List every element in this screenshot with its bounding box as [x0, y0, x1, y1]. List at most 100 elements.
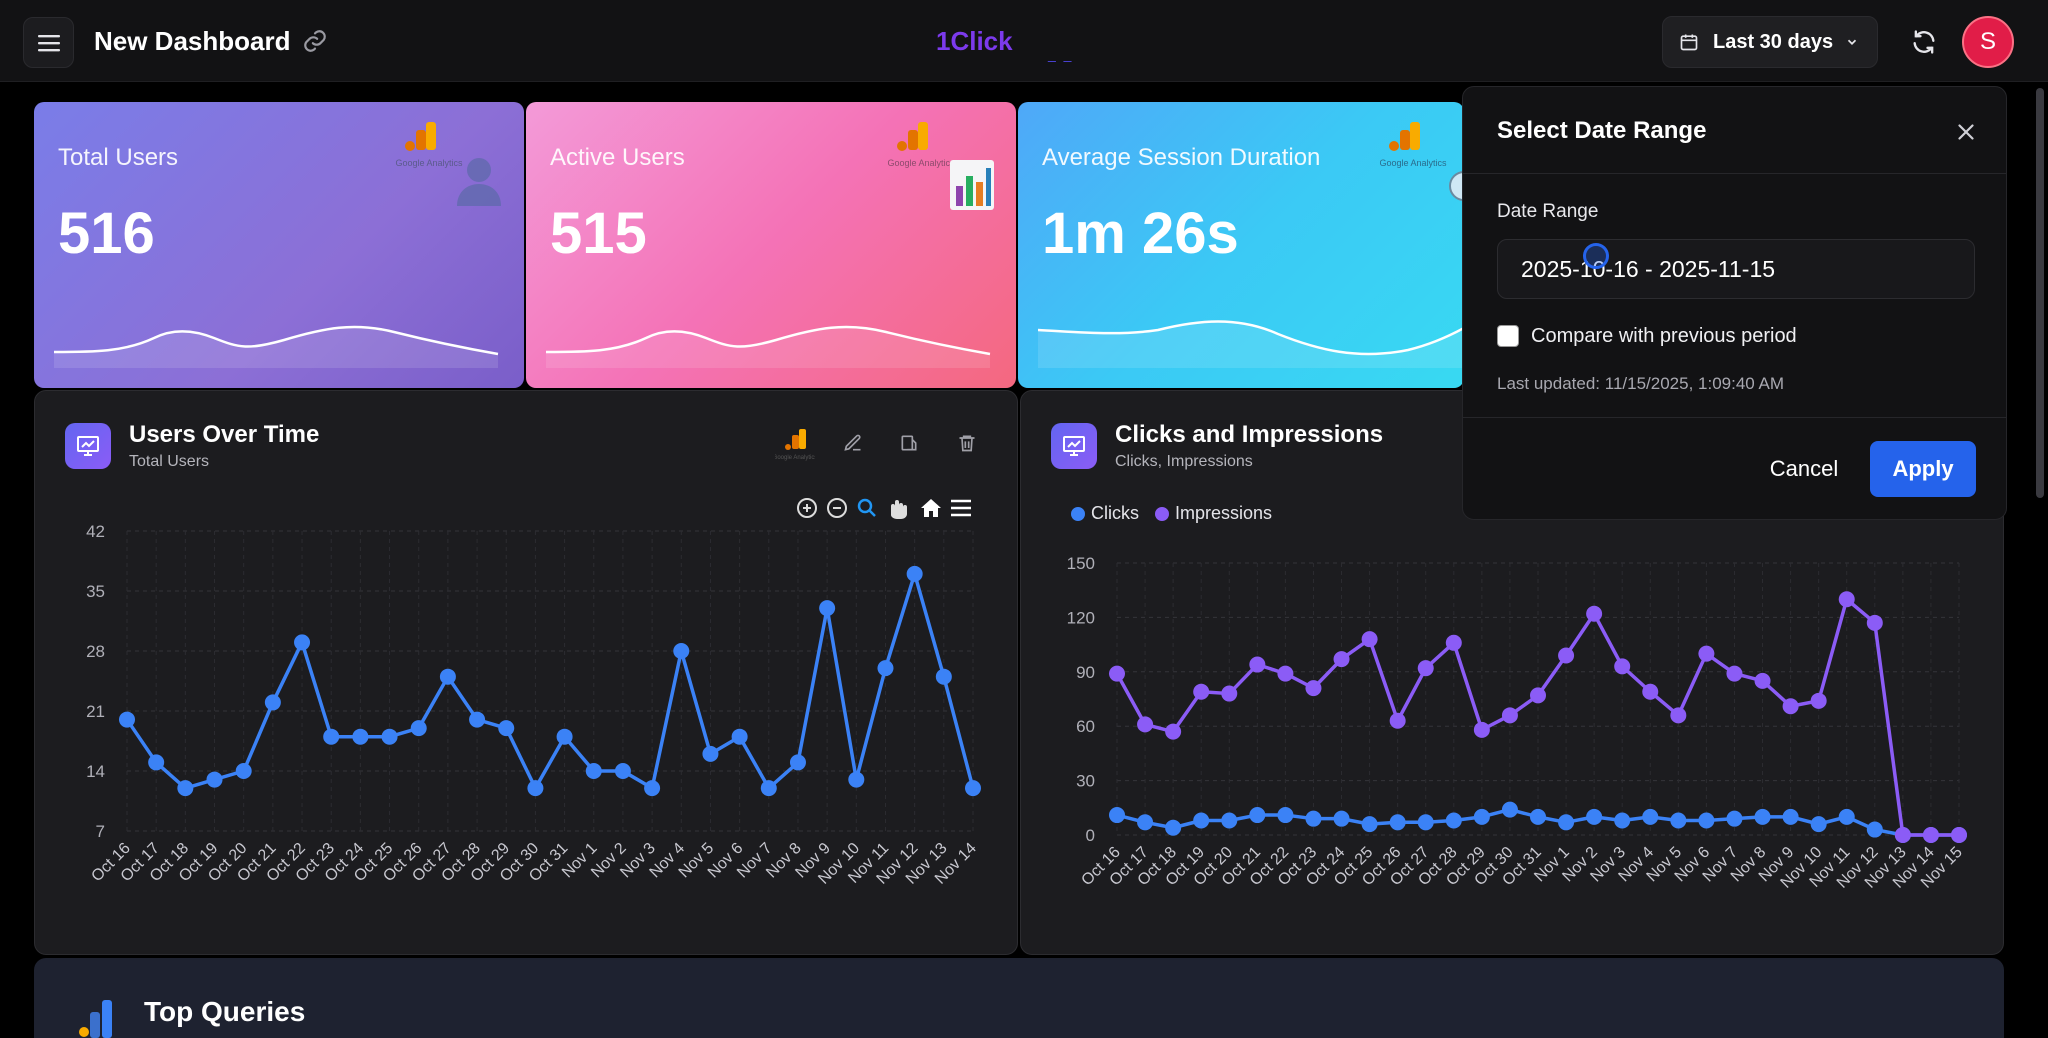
- data-point[interactable]: [1137, 814, 1154, 831]
- data-point[interactable]: [1473, 808, 1490, 825]
- data-point[interactable]: [1754, 672, 1771, 689]
- user-avatar[interactable]: S: [1962, 16, 2014, 68]
- close-icon[interactable]: [1953, 119, 1979, 145]
- data-point[interactable]: [1698, 812, 1715, 829]
- data-point[interactable]: [1417, 660, 1434, 677]
- legend-item-clicks[interactable]: Clicks: [1071, 503, 1139, 524]
- edit-icon[interactable]: [843, 433, 863, 453]
- link-icon[interactable]: [302, 28, 328, 54]
- data-point[interactable]: [1333, 651, 1350, 668]
- data-point[interactable]: [1698, 645, 1715, 662]
- data-point[interactable]: [1866, 821, 1883, 838]
- legend-item-impressions[interactable]: Impressions: [1155, 503, 1272, 524]
- data-point[interactable]: [1586, 605, 1603, 622]
- data-point[interactable]: [1389, 712, 1406, 729]
- data-point[interactable]: [294, 634, 311, 651]
- data-point[interactable]: [1782, 698, 1799, 715]
- data-point[interactable]: [264, 694, 281, 711]
- data-point[interactable]: [731, 728, 748, 745]
- menu-button[interactable]: [23, 17, 74, 68]
- data-point[interactable]: [439, 668, 456, 685]
- trash-icon[interactable]: [957, 433, 977, 453]
- data-point[interactable]: [1137, 716, 1154, 733]
- data-point[interactable]: [1951, 827, 1967, 843]
- data-point[interactable]: [1558, 814, 1575, 831]
- data-point[interactable]: [1165, 819, 1182, 836]
- data-point[interactable]: [1922, 827, 1939, 843]
- data-point[interactable]: [352, 728, 369, 745]
- data-point[interactable]: [527, 780, 544, 797]
- data-point[interactable]: [1193, 812, 1210, 829]
- data-point[interactable]: [1586, 808, 1603, 825]
- data-point[interactable]: [235, 763, 252, 779]
- data-point[interactable]: [1670, 707, 1687, 724]
- data-point[interactable]: [702, 745, 719, 762]
- data-point[interactable]: [1109, 807, 1125, 824]
- data-point[interactable]: [760, 780, 777, 797]
- data-point[interactable]: [1838, 591, 1855, 608]
- data-point[interactable]: [1642, 808, 1659, 825]
- data-point[interactable]: [1389, 814, 1406, 831]
- data-point[interactable]: [1501, 707, 1518, 724]
- data-point[interactable]: [1109, 665, 1125, 682]
- date-range-input[interactable]: [1497, 239, 1975, 299]
- data-point[interactable]: [1530, 687, 1546, 704]
- cancel-button[interactable]: Cancel: [1739, 441, 1869, 497]
- data-point[interactable]: [1249, 807, 1266, 824]
- data-point[interactable]: [1333, 810, 1350, 827]
- data-point[interactable]: [1305, 680, 1322, 697]
- data-point[interactable]: [1866, 614, 1883, 631]
- data-point[interactable]: [1221, 812, 1238, 829]
- data-point[interactable]: [614, 763, 631, 779]
- reset-home-icon[interactable]: [921, 499, 941, 517]
- data-point[interactable]: [1417, 814, 1434, 831]
- data-point[interactable]: [1558, 647, 1575, 664]
- data-point[interactable]: [1726, 810, 1743, 827]
- zoom-in-icon[interactable]: [797, 498, 817, 518]
- data-point[interactable]: [556, 728, 573, 745]
- data-point[interactable]: [177, 780, 194, 797]
- apply-button[interactable]: Apply: [1870, 441, 1976, 497]
- pan-hand-icon[interactable]: [891, 500, 907, 519]
- data-point[interactable]: [1530, 808, 1546, 825]
- data-point[interactable]: [1810, 816, 1827, 833]
- data-point[interactable]: [1277, 665, 1294, 682]
- data-point[interactable]: [1361, 816, 1378, 833]
- data-point[interactable]: [206, 771, 223, 788]
- data-point[interactable]: [1221, 685, 1238, 702]
- data-point[interactable]: [1614, 658, 1631, 675]
- data-point[interactable]: [965, 780, 981, 797]
- data-point[interactable]: [877, 660, 894, 677]
- data-point[interactable]: [469, 711, 486, 728]
- data-point[interactable]: [1193, 683, 1210, 700]
- date-range-button[interactable]: Last 30 days: [1662, 16, 1878, 68]
- data-point[interactable]: [935, 668, 952, 685]
- data-point[interactable]: [148, 754, 165, 771]
- data-point[interactable]: [1894, 827, 1911, 843]
- scrollbar[interactable]: [2036, 88, 2044, 498]
- data-point[interactable]: [1249, 656, 1266, 673]
- data-point[interactable]: [1501, 801, 1518, 818]
- data-point[interactable]: [673, 643, 690, 659]
- data-point[interactable]: [1670, 812, 1687, 829]
- selection-zoom-icon[interactable]: [857, 498, 876, 517]
- data-point[interactable]: [1838, 808, 1855, 825]
- data-point[interactable]: [789, 754, 806, 771]
- data-point[interactable]: [1445, 812, 1462, 829]
- data-point[interactable]: [1445, 634, 1462, 651]
- data-point[interactable]: [1614, 812, 1631, 829]
- data-point[interactable]: [1810, 692, 1827, 709]
- data-point[interactable]: [1754, 808, 1771, 825]
- data-point[interactable]: [906, 565, 923, 582]
- data-point[interactable]: [1726, 665, 1743, 682]
- chart-menu-icon[interactable]: [951, 499, 971, 517]
- data-point[interactable]: [819, 600, 836, 617]
- data-point[interactable]: [1642, 683, 1659, 700]
- duplicate-icon[interactable]: [899, 433, 919, 453]
- data-point[interactable]: [644, 780, 661, 797]
- data-point[interactable]: [585, 763, 602, 779]
- data-point[interactable]: [119, 711, 135, 728]
- data-point[interactable]: [410, 720, 427, 737]
- data-point[interactable]: [1277, 807, 1294, 824]
- data-point[interactable]: [323, 728, 340, 745]
